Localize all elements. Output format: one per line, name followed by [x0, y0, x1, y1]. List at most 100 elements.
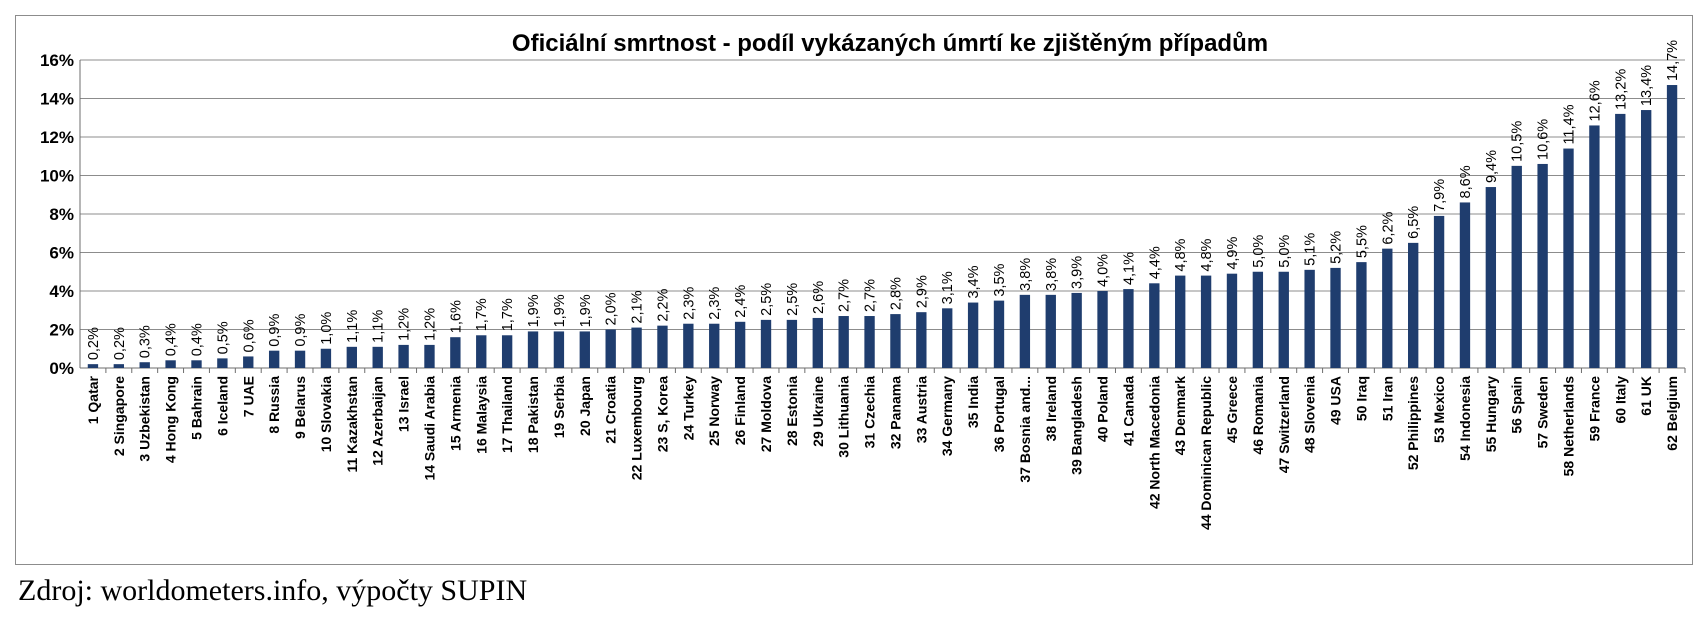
- category-label: 47 Switzerland: [1276, 376, 1292, 473]
- category-label: 10 Slovakia: [318, 376, 334, 452]
- bar: [1589, 125, 1600, 368]
- bar: [1226, 273, 1238, 368]
- bar: [760, 319, 772, 368]
- data-label: 2,4%: [733, 285, 749, 318]
- bar: [1666, 85, 1678, 369]
- bar: [1149, 283, 1160, 368]
- data-labels: 0,2% 0,2% 0,3% 0,4% 0,4% 0,5% 0,6% 0,9% 0,9% 1,0%…: [86, 40, 1681, 360]
- category-label: 36 Portugal: [991, 376, 1007, 452]
- data-label: 4,0%: [1096, 254, 1112, 287]
- data-label: 8,6%: [1458, 165, 1474, 198]
- data-label: 2,5%: [759, 283, 775, 316]
- data-label: 0,6%: [241, 319, 257, 352]
- data-label: 13,4%: [1639, 65, 1655, 106]
- bar: [217, 358, 228, 368]
- bar: [1459, 202, 1471, 368]
- bar: [294, 350, 306, 368]
- category-label: 44 Dominican Republic: [1198, 376, 1214, 530]
- bar: [657, 325, 668, 368]
- data-label: 10,5%: [1510, 121, 1526, 162]
- category-label: 61 UK: [1638, 376, 1654, 416]
- category-label: 26 Finland: [732, 376, 748, 445]
- bar: [579, 331, 590, 368]
- category-label: 11 Kazakhstan: [344, 376, 360, 473]
- data-label: 1,7%: [474, 298, 490, 331]
- bar: [1511, 165, 1522, 368]
- data-label: 2,8%: [888, 277, 904, 310]
- bar: [165, 360, 176, 368]
- bar: [1356, 262, 1367, 368]
- category-label: 21 Croatia: [603, 376, 619, 444]
- data-label: 11,4%: [1562, 104, 1578, 144]
- bar: [916, 312, 927, 368]
- category-label: 28 Estonia: [784, 376, 800, 446]
- data-label: 1,2%: [397, 308, 413, 341]
- bar: [683, 323, 694, 368]
- category-label: 2 Singapore: [111, 376, 127, 456]
- bar: [709, 323, 720, 368]
- category-label: 46 Romania: [1250, 376, 1266, 455]
- bar: [320, 348, 332, 368]
- category-label: 7 UAE: [240, 376, 256, 417]
- category-label: 5 Bahrain: [188, 376, 204, 440]
- data-label: 2,5%: [785, 283, 801, 316]
- bar: [1615, 113, 1626, 369]
- category-label: 20 Japan: [577, 376, 593, 436]
- bar: [1200, 275, 1212, 368]
- bar: [967, 302, 979, 368]
- y-tick-label: 4%: [49, 282, 74, 301]
- bar: [1045, 294, 1056, 368]
- category-label: 25 Norway: [706, 376, 722, 446]
- category-label: 1 Qatar: [85, 375, 101, 424]
- data-label: 1,0%: [319, 312, 335, 345]
- bar: [450, 337, 461, 368]
- y-tick-label: 16%: [40, 51, 74, 70]
- data-label: 10,6%: [1536, 119, 1552, 160]
- bar: [1433, 215, 1445, 368]
- data-label: 1,7%: [500, 298, 516, 331]
- bar: [372, 346, 383, 368]
- category-label: 14 Saudi Arabia: [421, 376, 437, 481]
- data-label: 1,2%: [422, 308, 438, 341]
- category-label: 31 Czechia: [862, 376, 878, 449]
- category-labels: 1 Qatar 2 Singapore 3 Uzbekistan 4 Hong Kon…: [85, 375, 1680, 530]
- data-label: 1,9%: [526, 294, 542, 327]
- category-label: 56 Spain: [1509, 376, 1525, 434]
- data-label: 0,4%: [164, 323, 180, 356]
- data-label: 5,0%: [1277, 235, 1293, 268]
- bar: [87, 364, 99, 368]
- category-label: 22 Luxembourg: [629, 376, 645, 480]
- category-label: 29 Ukraine: [810, 376, 826, 447]
- bar: [1278, 271, 1289, 368]
- data-label: 1,6%: [448, 300, 464, 333]
- bar: [1640, 110, 1652, 369]
- y-tick-label: 2%: [49, 321, 74, 340]
- data-label: 5,1%: [1303, 233, 1319, 266]
- category-label: 39 Bangladesh: [1069, 376, 1085, 475]
- bar: [1097, 291, 1108, 368]
- category-label: 50 Iraq: [1353, 376, 1369, 421]
- data-label: 5,2%: [1329, 231, 1345, 264]
- category-label: 57 Sweden: [1535, 376, 1551, 448]
- category-label: 43 Denmark: [1172, 376, 1188, 456]
- data-label: 4,1%: [1121, 252, 1137, 285]
- data-label: 6,5%: [1406, 206, 1422, 239]
- bar: [1563, 148, 1574, 368]
- category-label: 35 India: [965, 376, 981, 428]
- bar: [268, 350, 280, 368]
- data-label: 0,5%: [215, 321, 231, 354]
- bar: [424, 344, 435, 368]
- data-label: 6,2%: [1380, 211, 1396, 244]
- category-label: 32 Panama: [887, 376, 903, 449]
- bar: [993, 300, 1005, 368]
- category-label: 9 Belarus: [292, 376, 308, 439]
- data-label: 7,9%: [1432, 179, 1448, 212]
- category-label: 18 Pakistan: [525, 376, 541, 453]
- y-tick-label: 10%: [40, 167, 74, 186]
- chart-title: Oficiální smrtnost - podíl vykázaných úm…: [512, 30, 1268, 57]
- category-label: 52 Philippines: [1405, 376, 1421, 470]
- y-tick-label: 14%: [40, 90, 74, 109]
- data-label: 3,5%: [992, 263, 1008, 296]
- y-tick-label: 12%: [40, 128, 74, 147]
